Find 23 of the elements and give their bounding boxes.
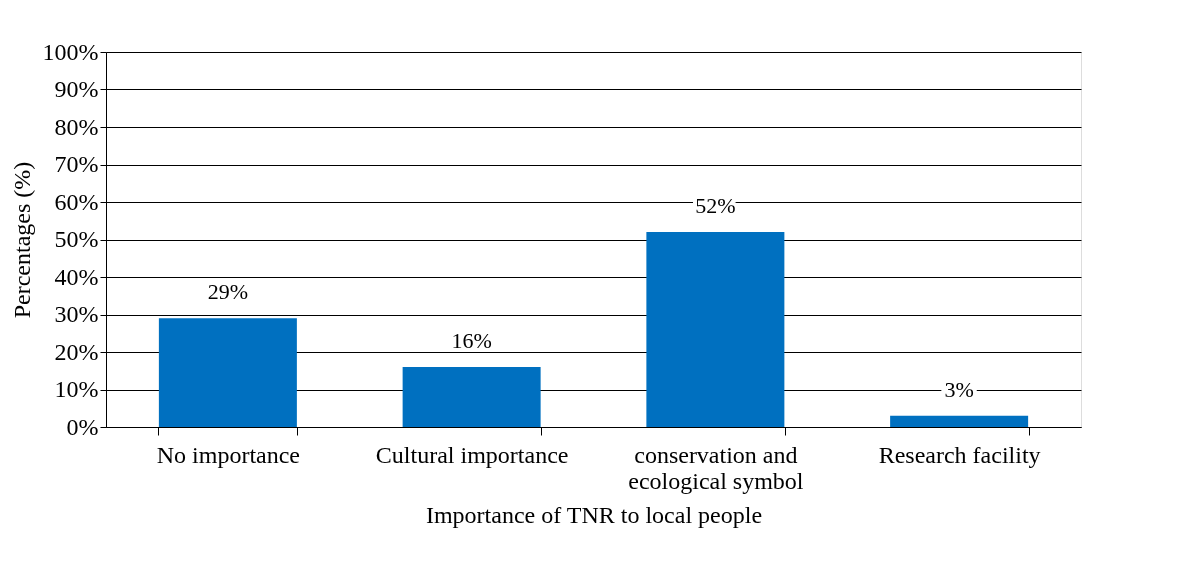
data-label: 16% (451, 328, 492, 353)
y-tick-label: 20% (54, 338, 99, 365)
x-tick-label: No importance (156, 441, 301, 468)
bar (402, 367, 541, 427)
bar (158, 318, 297, 427)
x-tick-label: Cultural importance (375, 441, 569, 468)
y-tick-label: 10% (54, 376, 99, 402)
x-axis-title: Importance of TNR to local people (425, 501, 763, 528)
y-tick-label: 30% (54, 301, 99, 327)
x-tick-label: Research facility (878, 441, 1041, 468)
y-tick-label: 50% (54, 226, 99, 252)
data-label: 29% (207, 279, 249, 305)
y-tick-label: 0% (66, 413, 99, 440)
x-tick-label: conservation and ecological symbol (628, 441, 804, 494)
y-tick-label: 60% (54, 188, 99, 215)
y-axis-title: Percentages (%) (8, 161, 35, 319)
bar (646, 232, 785, 427)
y-tick-label: 100% (42, 38, 99, 65)
y-tick-label: 70% (54, 151, 99, 177)
y-tick-label: 80% (54, 113, 99, 140)
y-tick-label: 90% (54, 76, 99, 102)
bar (890, 415, 1029, 427)
y-tick-label: 40% (54, 263, 99, 290)
